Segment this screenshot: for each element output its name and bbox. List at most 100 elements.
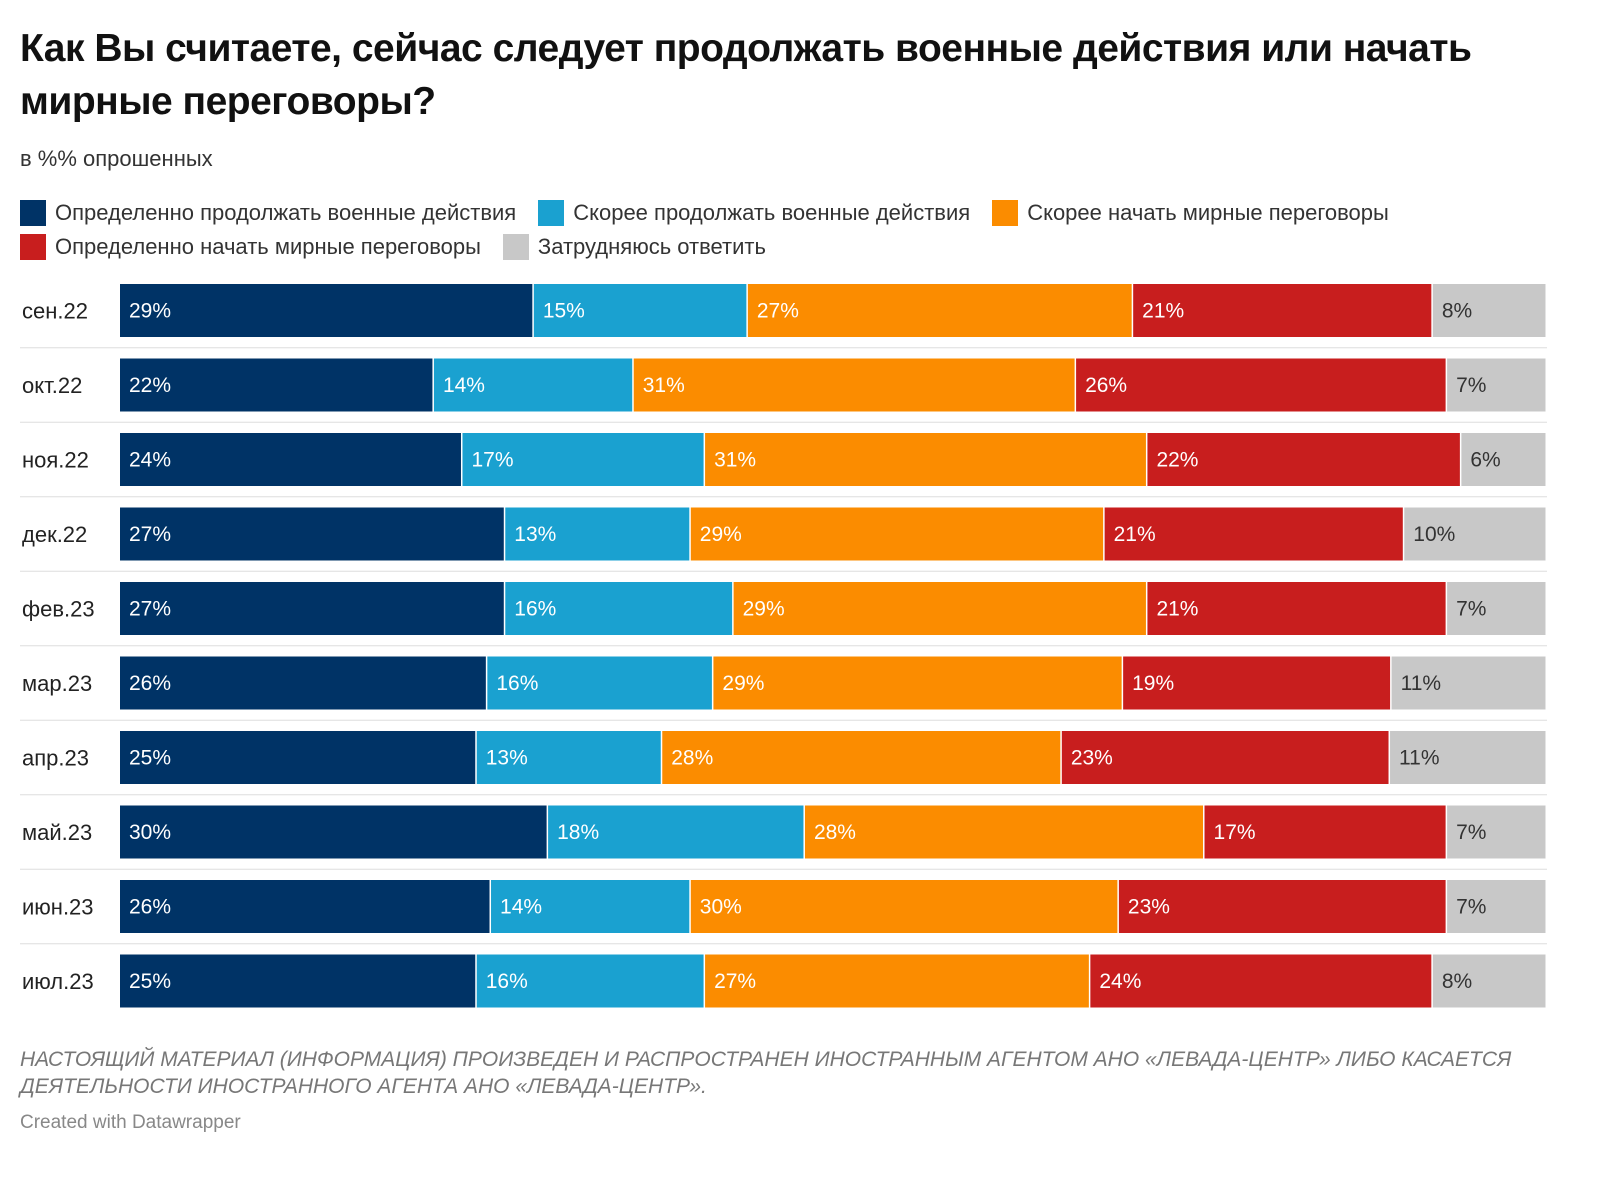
bar-value-label: 29%	[700, 523, 742, 546]
credit: Created with Datawrapper	[20, 1112, 241, 1133]
legend-row-1: Определенно продолжать военные действия …	[20, 196, 1580, 230]
bar-value-label: 26%	[129, 672, 171, 695]
bar-value-label: 7%	[1456, 821, 1486, 844]
bar-segment	[1147, 433, 1460, 486]
bar-value-label: 16%	[486, 970, 528, 993]
row-label: мар.23	[22, 671, 92, 696]
bar-value-label: 17%	[471, 449, 513, 472]
legend-label: Скорее начать мирные переговоры	[1027, 200, 1389, 225]
bar-value-label: 7%	[1456, 896, 1486, 919]
bar-segment	[120, 433, 461, 486]
bar-segment	[120, 880, 490, 933]
bar-value-label: 15%	[543, 300, 585, 323]
row-label: сен.22	[22, 299, 88, 324]
bar-value-label: 8%	[1442, 970, 1472, 993]
bar-value-label: 14%	[443, 374, 485, 397]
bar-value-label: 27%	[129, 598, 171, 621]
bar-segment	[462, 433, 704, 486]
bar-value-label: 31%	[643, 374, 685, 397]
bar-segment	[505, 582, 733, 635]
bar-segment	[804, 805, 1204, 859]
legend-label: Скорее продолжать военные действия	[573, 200, 971, 225]
bar-segment	[1118, 880, 1446, 933]
bar-segment	[1076, 358, 1446, 412]
bar-segment	[476, 954, 704, 1008]
legend-label: Определенно начать мирные переговоры	[55, 234, 481, 259]
bar-segment	[733, 582, 1146, 635]
bar-segment	[705, 433, 1146, 486]
chart-subtitle: в %% опрошенных	[20, 146, 213, 171]
bar-segment	[476, 731, 661, 784]
bar-value-label: 21%	[1114, 523, 1156, 546]
bar-row-3: ноя.22 24% 17% 31% 22% 6%	[20, 433, 1547, 498]
bar-value-label: 27%	[757, 300, 799, 323]
bar-value-label: 14%	[500, 896, 542, 919]
legend-item-rather-negotiate: Скорее начать мирные переговоры	[992, 200, 1389, 226]
bar-segment	[491, 880, 690, 933]
legend-swatch	[20, 200, 46, 226]
bar-segment	[1104, 507, 1403, 561]
bar-value-label: 29%	[129, 300, 171, 323]
bar-segment	[1090, 954, 1432, 1008]
bar-value-label: 26%	[1085, 374, 1127, 397]
row-label: июн.23	[22, 895, 94, 920]
bar-value-label: 21%	[1142, 300, 1184, 323]
legend-swatch	[538, 200, 565, 226]
bar-segment	[505, 507, 690, 561]
legend-item-definitely-continue: Определенно продолжать военные действия	[20, 200, 516, 226]
bar-value-label: 16%	[496, 672, 538, 695]
bar-segment	[1133, 284, 1432, 337]
bar-value-label: 21%	[1156, 598, 1198, 621]
bar-segment	[1147, 582, 1446, 635]
bar-value-label: 10%	[1413, 523, 1455, 546]
row-label: май.23	[22, 820, 92, 845]
bar-segment	[1061, 731, 1389, 784]
bar-value-label: 25%	[129, 747, 171, 770]
legend-label: Определенно продолжать военные действия	[55, 200, 517, 225]
stacked-bar-chart: сен.22 29% 15% 27% 21% 8% окт.22 22% 14% 31% 26% 7%…	[20, 284, 1547, 1008]
bar-segment	[120, 507, 504, 561]
bar-segment	[120, 582, 504, 635]
bar-segment	[487, 656, 712, 710]
bar-value-label: 19%	[1132, 672, 1174, 695]
bar-segment	[120, 805, 547, 859]
bar-segment	[1204, 805, 1446, 859]
bar-segment	[690, 507, 1104, 561]
bar-segment	[633, 358, 1075, 412]
row-label: ноя.22	[22, 448, 89, 473]
bar-value-label: 29%	[722, 672, 764, 695]
bar-segment	[120, 656, 486, 710]
legend-item-rather-continue: Скорее продолжать военные действия	[538, 200, 970, 226]
bar-row-7: апр.23 25% 13% 28% 23% 11%	[20, 731, 1547, 796]
bar-segment	[1390, 731, 1546, 784]
bar-row-6: мар.23 26% 16% 29% 19% 11%	[20, 656, 1547, 721]
bar-segment	[548, 805, 804, 859]
legend-item-hard-to-say: Затрудняюсь ответить	[502, 234, 766, 260]
bar-value-label: 7%	[1456, 598, 1486, 621]
bar-value-label: 6%	[1470, 449, 1500, 472]
bar-row-10: июл.23 25% 16% 27% 24% 8%	[22, 954, 1546, 1008]
bar-segment	[1123, 656, 1391, 710]
bar-value-label: 13%	[514, 523, 556, 546]
bar-value-label: 22%	[1156, 449, 1198, 472]
bar-value-label: 18%	[557, 821, 599, 844]
legend-row-2: Определенно начать мирные переговоры Зат…	[20, 230, 1580, 264]
bar-segment	[120, 954, 476, 1008]
bar-segment	[433, 358, 633, 412]
bar-row-9: июн.23 26% 14% 30% 23% 7%	[20, 880, 1547, 945]
bar-segment	[1447, 358, 1546, 412]
bar-value-label: 29%	[743, 598, 785, 621]
bar-segment	[1432, 954, 1546, 1008]
bar-value-label: 23%	[1128, 896, 1170, 919]
bar-row-8: май.23 30% 18% 28% 17% 7%	[20, 805, 1547, 870]
bar-value-label: 7%	[1456, 374, 1486, 397]
bar-value-label: 24%	[1099, 970, 1141, 993]
row-label: окт.22	[22, 373, 82, 398]
bar-value-label: 17%	[1214, 821, 1256, 844]
bar-value-label: 26%	[129, 896, 171, 919]
row-label: фев.23	[22, 597, 95, 622]
bar-value-label: 24%	[129, 449, 171, 472]
bar-row-4: дек.22 27% 13% 29% 21% 10%	[20, 507, 1547, 572]
legend-label: Затрудняюсь ответить	[537, 234, 766, 259]
bar-value-label: 27%	[129, 523, 171, 546]
